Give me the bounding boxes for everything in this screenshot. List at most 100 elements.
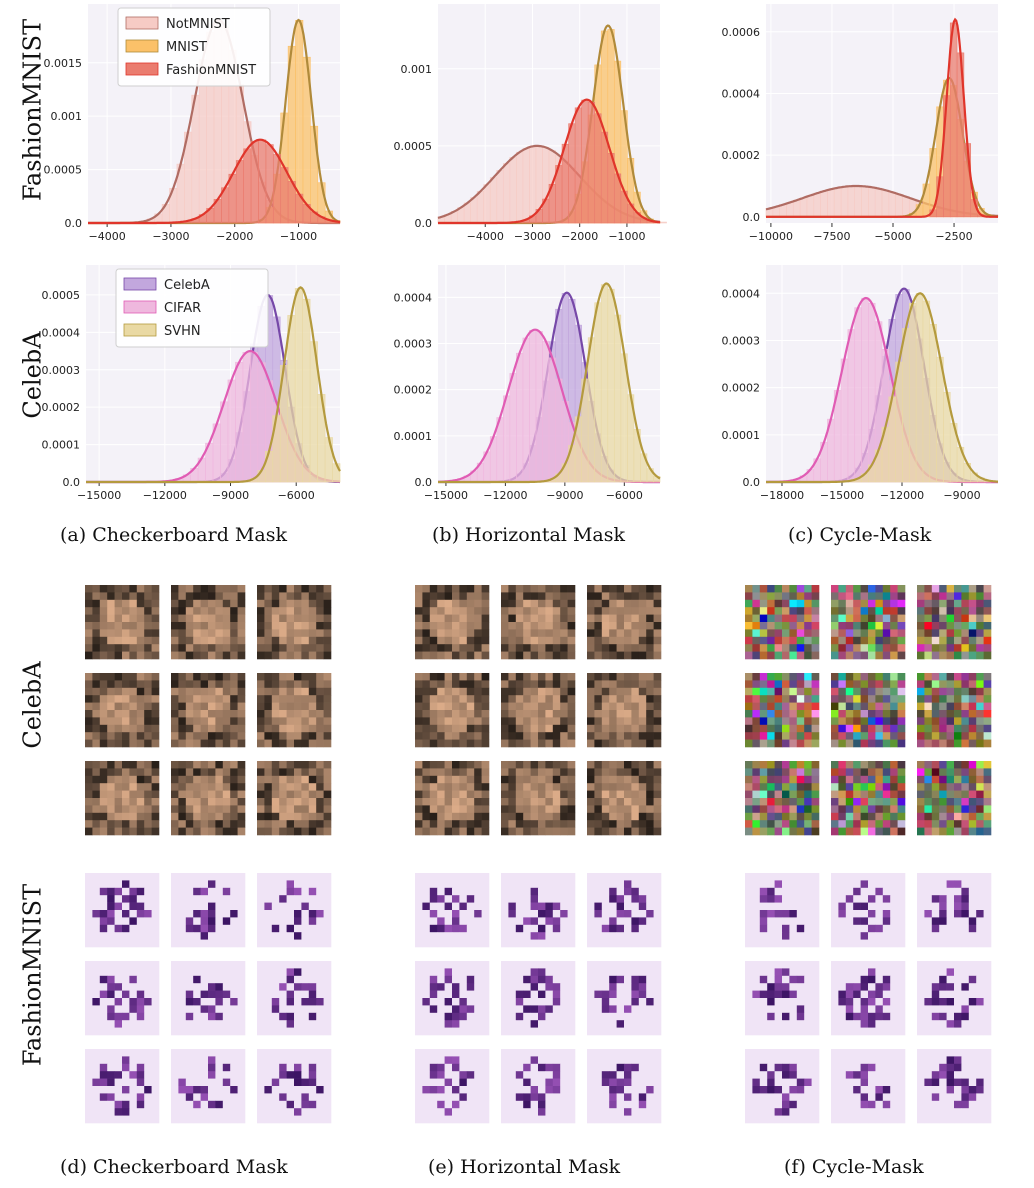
sample-pixel (594, 932, 603, 940)
sample-pixel (286, 761, 295, 769)
sample-pixel (301, 673, 310, 681)
sample-pixel (804, 644, 812, 652)
sample-pixel (954, 629, 962, 638)
sample-pixel (185, 1063, 194, 1072)
sample-pixel (215, 924, 224, 933)
sample-pixel (308, 775, 317, 784)
sample-pixel (774, 790, 783, 799)
sample-pixel (976, 812, 984, 821)
sample-pixel (129, 599, 138, 608)
sample-pixel (845, 827, 854, 836)
sample-pixel (624, 761, 632, 769)
sample-pixel (99, 585, 108, 593)
sample-pixel (466, 629, 475, 638)
sample-pixel (422, 1049, 431, 1057)
sample-pixel (646, 783, 654, 791)
sample-pixel (437, 924, 445, 933)
sample-pixel (587, 644, 595, 652)
sample-pixel (151, 827, 160, 836)
sample-pixel (85, 932, 93, 940)
sample-pixel (523, 1020, 531, 1028)
sample-pixel (415, 1108, 423, 1116)
sample-pixel (185, 673, 194, 681)
sample-pixel (429, 768, 438, 777)
sample-pixel (208, 1063, 216, 1072)
sample-pixel (530, 761, 539, 769)
sample-pixel (853, 783, 861, 791)
sample-pixel (171, 910, 179, 918)
sample-pixel (811, 790, 820, 799)
sample-pixel (868, 695, 876, 703)
sample-pixel (474, 1071, 482, 1079)
sample-pixel (429, 680, 438, 689)
sample-pixel (151, 629, 160, 638)
sample-pixel (257, 732, 265, 740)
sample-pixel (530, 732, 539, 740)
sample-pixel (466, 1027, 475, 1036)
sample-pixel (745, 585, 753, 593)
sample-pixel (745, 607, 753, 615)
sample-pixel (811, 798, 820, 806)
sample-pixel (308, 644, 317, 652)
sample-pixel (474, 717, 482, 726)
sample-pixel (811, 673, 820, 681)
histogram-bar (874, 188, 883, 218)
sample-pixel (616, 592, 625, 601)
sample-pixel (437, 983, 445, 991)
sample-pixel (646, 687, 654, 696)
sample-pixel (624, 880, 632, 889)
sample-pixel (200, 805, 209, 814)
sample-pixel (215, 710, 224, 718)
sample-pixel (222, 932, 231, 940)
sample-pixel (222, 983, 231, 991)
sample-pixel (968, 724, 977, 733)
sample-pixel (185, 1100, 194, 1109)
sample-pixel (752, 614, 761, 623)
sample-pixel (178, 902, 187, 911)
sample-pixel (624, 710, 632, 718)
sample-pixel (215, 636, 224, 645)
sample-pixel (308, 790, 317, 799)
sample-pixel (560, 1071, 568, 1079)
sample-pixel (774, 739, 783, 748)
sample-pixel (961, 673, 970, 681)
sample-pixel (954, 805, 962, 814)
sample-pixel (316, 1063, 324, 1072)
sample-pixel (552, 1027, 561, 1036)
sample-pixel (237, 983, 246, 991)
sample-pixel (501, 983, 509, 991)
sample-pixel (552, 768, 561, 777)
sample-pixel (474, 592, 482, 601)
sample-pixel (466, 1078, 475, 1087)
sample-pixel (587, 1027, 595, 1036)
sample-pixel (237, 768, 246, 777)
sample-pixel (924, 614, 933, 623)
sample-pixel (85, 644, 93, 652)
sample-pixel (129, 629, 138, 638)
sample-pixel (890, 768, 898, 777)
sample-pixel (171, 636, 179, 645)
sample-pixel (646, 622, 654, 630)
sample-pixel (774, 687, 783, 696)
sample-pixel (208, 644, 216, 652)
sample-pixel (301, 939, 310, 948)
sample-pixel (789, 739, 798, 748)
sample-pixel (567, 798, 576, 806)
sample-pixel (437, 917, 445, 926)
sample-pixel (92, 805, 101, 814)
sample-pixel (631, 983, 640, 991)
sample-pixel (538, 599, 546, 608)
sample-pixel (616, 775, 625, 784)
sample-pixel (882, 636, 891, 645)
sample-pixel (286, 1108, 295, 1116)
sample-pixel (759, 724, 768, 733)
sample-pixel (954, 710, 962, 718)
sample-pixel (782, 732, 790, 740)
sample-pixel (237, 924, 246, 933)
sample-pixel (171, 651, 179, 660)
sample-pixel (200, 827, 209, 836)
sample-pixel (567, 775, 576, 784)
sample-pixel (587, 599, 595, 608)
sample-pixel (323, 1078, 332, 1087)
sample-pixel (515, 983, 524, 991)
